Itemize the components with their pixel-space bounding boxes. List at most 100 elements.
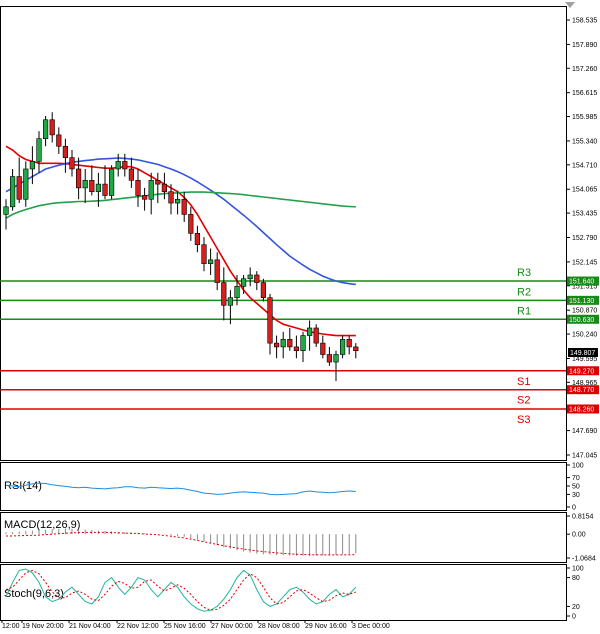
- price-tick-label: 149.595: [572, 356, 597, 363]
- stoch-d-line: [5, 569, 356, 611]
- time-tick-label: 19 Nov 20:00: [22, 623, 64, 630]
- price-tick-label: 150.240: [572, 332, 597, 339]
- candle-body: [16, 176, 22, 200]
- level-price-box: [567, 314, 599, 324]
- candle-body: [168, 191, 174, 204]
- chart-shift-icon[interactable]: [565, 2, 575, 8]
- level-label-s1: S1: [517, 376, 530, 388]
- level-price-label: 151.130: [569, 298, 594, 305]
- candle-body: [300, 335, 306, 351]
- price-tick-label: 157.260: [572, 66, 597, 73]
- candle-body: [208, 259, 214, 264]
- candle-body: [142, 195, 148, 200]
- time-tick-label: 12:00: [2, 623, 20, 630]
- candle-body: [49, 119, 55, 136]
- moving-average-line-2: [5, 191, 356, 219]
- indicator-tick-label: 0: [572, 505, 576, 512]
- candle-body: [227, 297, 234, 306]
- candle-body: [254, 274, 260, 283]
- candle-body: [201, 244, 207, 264]
- indicator-tick-label: 80: [572, 575, 580, 582]
- price-tick-label: 158.535: [572, 18, 597, 25]
- candle-body: [234, 286, 240, 298]
- candle-body: [95, 183, 101, 192]
- candle-body: [56, 134, 62, 147]
- time-tick-label: 22 Nov 12:00: [117, 623, 159, 630]
- price-tick-label: 154.065: [572, 187, 597, 194]
- current-price-tag: 149.807: [568, 348, 598, 357]
- indicator-tick-label: 50: [572, 484, 580, 491]
- price-tick-label: 147.690: [572, 428, 597, 435]
- time-tick-label: 27 Nov 00:00: [211, 623, 253, 630]
- candle-body: [273, 342, 280, 348]
- indicator-tick-label: 0.8154: [572, 514, 594, 521]
- candles: [3, 112, 359, 381]
- candle-body: [260, 282, 267, 298]
- candle-body: [221, 282, 227, 306]
- candle-body: [36, 138, 42, 162]
- candle-body: [320, 342, 326, 355]
- indicator-tick-label: 0: [572, 614, 576, 621]
- price-tick-label: 148.965: [572, 380, 597, 387]
- candle-body: [280, 339, 286, 348]
- price-tick-label: 155.340: [572, 138, 597, 145]
- macd-signal-line: [6, 531, 356, 556]
- current-price-value: 149.807: [570, 350, 595, 357]
- candle-body: [23, 168, 29, 200]
- level-price-box: [567, 404, 599, 414]
- time-tick-label: 28 Nov 08:00: [258, 623, 300, 630]
- moving-averages: [5, 145, 356, 337]
- level-label-s2: S2: [517, 395, 530, 407]
- price-tick-label: 147.045: [572, 453, 597, 460]
- candle-body: [175, 198, 181, 204]
- candle-body: [42, 119, 49, 139]
- level-price-label: 148.770: [569, 387, 594, 394]
- candle-body: [293, 346, 300, 351]
- time-tick-label: 3 Dec 00:00: [352, 623, 390, 630]
- candle-body: [29, 161, 36, 170]
- candle-body: [287, 339, 293, 348]
- time-tick-label: 21 Nov 04:00: [69, 623, 111, 630]
- rsi-line: [5, 482, 356, 496]
- price-tick-label: 152.790: [572, 235, 597, 242]
- panel-frame-3: [0, 564, 567, 621]
- time-tick-label: 25 Nov 16:00: [164, 623, 206, 630]
- indicator-tick-label: 70: [572, 475, 580, 482]
- price-tick-label: 150.870: [572, 308, 597, 315]
- price-tick-label: 154.710: [572, 162, 597, 169]
- candle-body: [339, 339, 346, 355]
- price-tick-label: 153.435: [572, 211, 597, 218]
- candle-body: [155, 180, 161, 185]
- candle-body: [62, 145, 68, 158]
- level-price-label: 150.630: [569, 317, 594, 324]
- price-tick-label: 156.615: [572, 90, 597, 97]
- stoch-panel: Stoch(9,6,3) 100 80 20 0: [4, 566, 584, 621]
- candle-body: [267, 297, 273, 344]
- level-price-box: [567, 366, 599, 376]
- pivot-levels: R3 151.640 R2 151.130 R1 150.630 S1 149.270 S2 14…: [0, 267, 599, 426]
- level-label-r2: R2: [517, 286, 531, 298]
- stoch-k-line: [5, 568, 357, 612]
- price-tick-label: 152.145: [572, 259, 597, 266]
- level-label-r1: R1: [517, 305, 531, 317]
- stoch-title: Stoch(9,6,3): [4, 588, 64, 600]
- level-price-box: [567, 295, 599, 305]
- moving-average-line-1: [5, 157, 356, 286]
- candle-body: [115, 161, 121, 170]
- indicator-tick-label: 20: [572, 604, 580, 611]
- time-axis: 12:00 19 Nov 20:00 21 Nov 04:00 22 Nov 12:0…: [1, 620, 390, 630]
- indicator-tick-label: 100: [572, 463, 584, 470]
- price-tick-label: 157.890: [572, 42, 597, 49]
- candle-body: [76, 168, 82, 189]
- candle-body: [135, 180, 141, 196]
- level-price-label: 151.640: [569, 279, 594, 286]
- level-price-box: [567, 276, 599, 286]
- current-price-box: [568, 348, 598, 357]
- candle-body: [247, 274, 253, 280]
- candle-body: [326, 354, 333, 363]
- macd-title: MACD(12,26,9): [4, 519, 80, 531]
- candle-body: [214, 259, 220, 283]
- level-price-label: 149.270: [569, 368, 594, 375]
